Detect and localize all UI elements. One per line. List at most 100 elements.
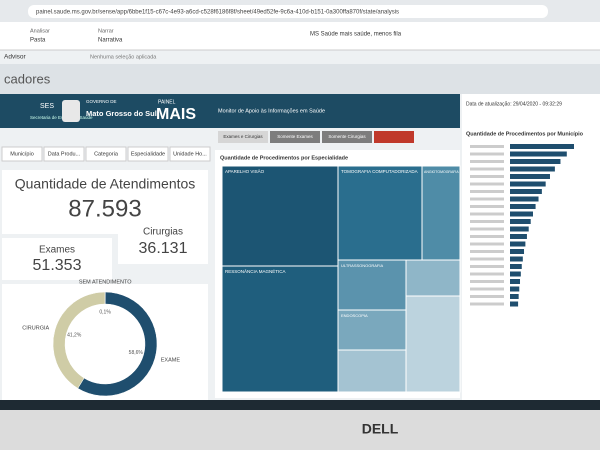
- bar-decoration: [510, 242, 525, 247]
- treemap-label: APARELHO VISÃO: [225, 168, 265, 174]
- monitor-brand: DELL: [362, 421, 399, 437]
- sheet-title-bar: [0, 64, 600, 94]
- bar-label-placeholder: [470, 258, 504, 261]
- treemap-cell: [222, 166, 338, 266]
- bar-panel-title: Quantidade de Procedimentos por Municípi…: [466, 131, 584, 137]
- bar-label-placeholder: [470, 198, 504, 201]
- treemap-title: Quantidade de Procedimentos por Especial…: [220, 155, 348, 161]
- treemap-cell: [406, 296, 460, 392]
- sheet-title: cadores: [4, 71, 51, 86]
- update-label: Data de atualização: 29/04/2020 - 09:32:…: [466, 101, 562, 107]
- gov-label: GOVERNO DE: [86, 99, 117, 104]
- brand: MAIS: [156, 106, 196, 123]
- bar-decoration: [510, 189, 542, 194]
- ribbon-value: Narrativa: [98, 38, 123, 44]
- bar-decoration: [510, 264, 522, 269]
- bar-decoration: [510, 197, 539, 202]
- bar-label-placeholder: [470, 213, 504, 216]
- ses-logo: SES: [40, 103, 54, 110]
- treemap-cell: [338, 166, 422, 260]
- taskbar: [0, 400, 600, 410]
- bar-decoration: [510, 249, 524, 254]
- bar-decoration: [510, 174, 550, 179]
- tab-label: Exames e Cirurgias: [223, 134, 263, 139]
- municipality-panel: [462, 94, 600, 400]
- tab-button[interactable]: [374, 131, 414, 143]
- bar-decoration: [510, 279, 520, 284]
- brand-subtitle: Monitor de Apoio às Informações em Saúde: [218, 108, 325, 114]
- treemap-label: RESSONÂNCIA MAGNÉTICA: [225, 268, 286, 274]
- bar-label-placeholder: [470, 190, 504, 193]
- donut-category-label: EXAME: [161, 357, 181, 363]
- bar-label-placeholder: [470, 168, 504, 171]
- tab-bar: Exames e Cirurgias Somente Exames Somente …: [218, 131, 414, 143]
- bar-label-placeholder: [470, 280, 504, 283]
- bar-label-placeholder: [470, 183, 504, 186]
- bar-label-placeholder: [470, 220, 504, 223]
- bar-decoration: [510, 152, 567, 157]
- treemap-label: ULTRASSONOGRAFIA: [341, 263, 383, 268]
- donut-value-label: 41,2%: [67, 333, 82, 339]
- bar-label-placeholder: [470, 250, 504, 253]
- kpi-label: Exames: [39, 245, 75, 256]
- advisor-button[interactable]: Advisor: [4, 54, 27, 61]
- kpi-label: Quantidade de Atendimentos: [15, 176, 196, 192]
- donut-category-label: SEM ATENDIMENTO: [79, 279, 132, 285]
- kpi-label: Cirurgias: [143, 227, 183, 238]
- bar-label-placeholder: [470, 243, 504, 246]
- kpi-value: 87.593: [68, 195, 141, 222]
- ribbon-label[interactable]: Narrar: [98, 28, 114, 34]
- ribbon-label[interactable]: Analisar: [30, 28, 50, 34]
- ribbon-value: Pasta: [30, 38, 46, 44]
- state-name: Mato Grosso do Sul: [86, 109, 157, 118]
- bar-decoration: [510, 294, 519, 299]
- selection-status: Nenhuma seleção aplicada: [90, 54, 157, 60]
- bar-decoration: [510, 234, 527, 239]
- bar-decoration: [510, 227, 529, 232]
- bar-label-placeholder: [470, 295, 504, 298]
- filter-label: Município: [10, 151, 34, 157]
- bar-decoration: [510, 167, 555, 172]
- bar-label-placeholder: [470, 205, 504, 208]
- bar-label-placeholder: [470, 303, 504, 306]
- filter-label: Unidade Ho...: [173, 151, 207, 157]
- filter-label: Categoria: [94, 151, 119, 157]
- bar-decoration: [510, 219, 531, 224]
- coat-of-arms: [62, 100, 80, 122]
- bar-label-placeholder: [470, 273, 504, 276]
- treemap-cell: [338, 350, 406, 392]
- treemap-cell: [222, 266, 338, 392]
- filter-label: Especialidade: [131, 151, 165, 157]
- kpi-value: 51.353: [33, 257, 82, 274]
- treemap-label: ENDOSCOPIA: [341, 313, 368, 318]
- filter-bar: Município Data Produ... Categoria Especiali…: [2, 147, 210, 161]
- bar-decoration: [510, 287, 519, 292]
- tab-label: Somente Cirurgias: [328, 134, 366, 139]
- treemap-cell: [422, 166, 460, 260]
- bar-label-placeholder: [470, 235, 504, 238]
- treemap-cell: [406, 260, 460, 296]
- bar-decoration: [510, 159, 560, 164]
- bar-label-placeholder: [470, 175, 504, 178]
- bar-decoration: [510, 272, 521, 277]
- app-name[interactable]: MS Saúde mais saúde, menos fila: [310, 32, 402, 38]
- bar-decoration: [510, 302, 518, 307]
- bar-label-placeholder: [470, 145, 504, 148]
- treemap-label: TOMOGRAFIA COMPUTADORIZADA: [341, 169, 418, 174]
- bar-decoration: [510, 212, 533, 217]
- donut-value-label: 0,1%: [99, 309, 111, 315]
- tab-label: Somente Exames: [277, 134, 313, 139]
- ses-subtitle: Secretaria de Estado de Saúde: [30, 115, 93, 120]
- bar-decoration: [510, 257, 523, 262]
- bar-label-placeholder: [470, 228, 504, 231]
- bar-decoration: [510, 144, 574, 149]
- bar-decoration: [510, 182, 546, 187]
- treemap-label: ANGIOTOMOGRAFIA: [424, 170, 459, 174]
- kpi-value: 36.131: [139, 240, 188, 257]
- bar-label-placeholder: [470, 160, 504, 163]
- panel-label: PAINEL: [158, 99, 176, 105]
- filter-label: Data Produ...: [48, 151, 81, 157]
- ribbon: [0, 22, 600, 50]
- bar-label-placeholder: [470, 288, 504, 291]
